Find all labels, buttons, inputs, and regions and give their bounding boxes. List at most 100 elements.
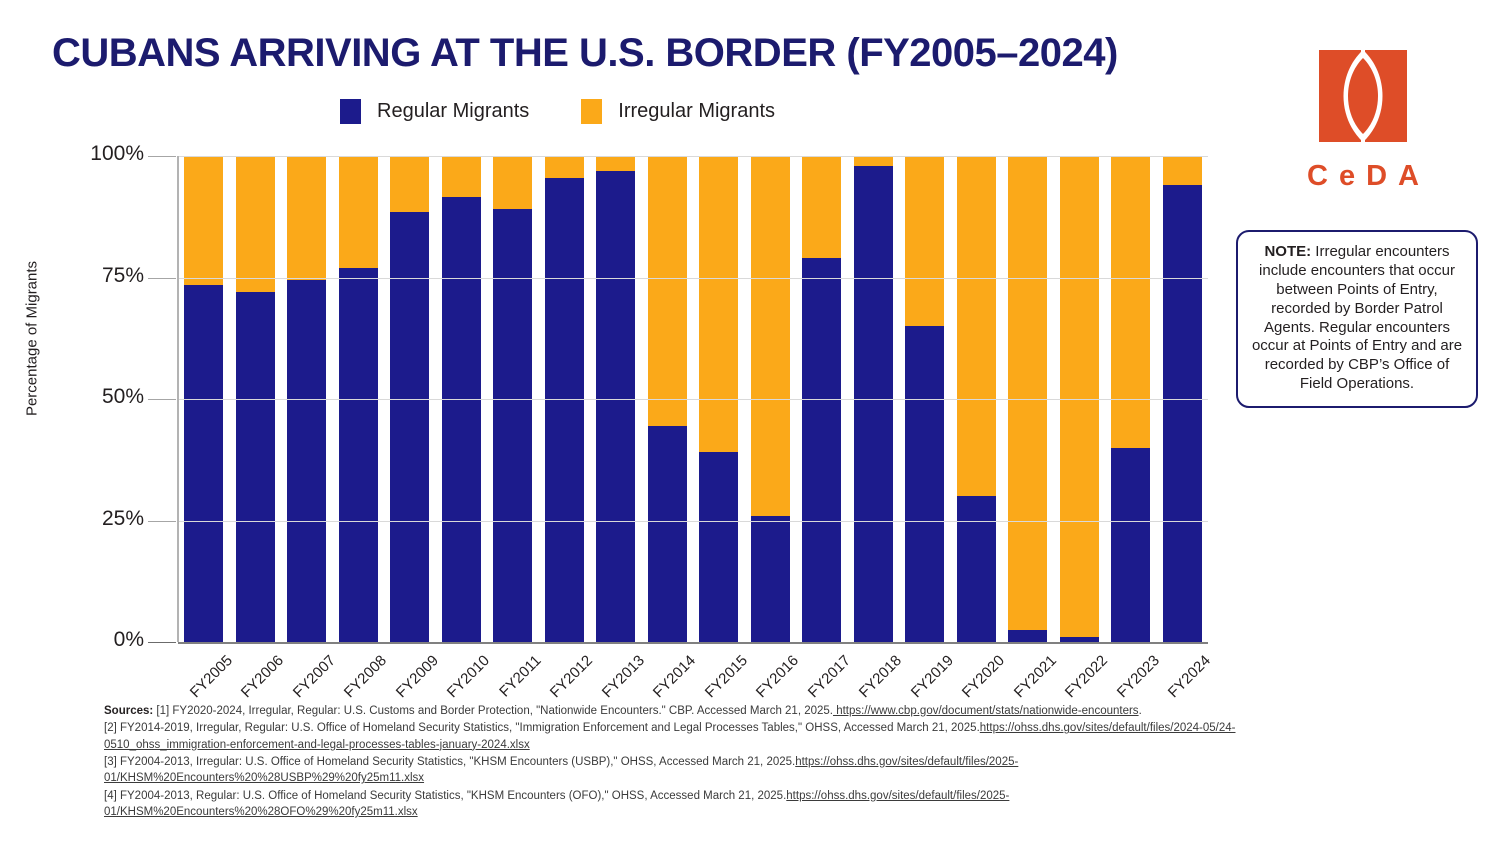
bar-segment-irregular[interactable] <box>544 156 584 178</box>
bar-stack[interactable] <box>647 156 687 642</box>
bar-segment-regular[interactable] <box>802 258 842 642</box>
bar-column[interactable]: FY2015 <box>693 156 751 701</box>
bar-segment-irregular[interactable] <box>441 156 481 198</box>
bar-column[interactable]: FY2017 <box>796 156 854 701</box>
bar-segment-irregular[interactable] <box>235 156 275 293</box>
source-entry: Sources: [1] FY2020-2024, Irregular, Reg… <box>104 703 1284 719</box>
bar-segment-irregular[interactable] <box>699 156 739 453</box>
bar-segment-regular[interactable] <box>1162 185 1202 642</box>
x-axis-tick-label: FY2011 <box>495 652 545 701</box>
bar-stack[interactable] <box>287 156 327 642</box>
bar-stack[interactable] <box>853 156 893 642</box>
bar-stack[interactable] <box>544 156 584 642</box>
bar-segment-regular[interactable] <box>853 165 893 642</box>
bar-segment-regular[interactable] <box>493 209 533 642</box>
bar-segment-irregular[interactable] <box>647 156 687 426</box>
bar-segment-irregular[interactable] <box>750 156 790 516</box>
bar-segment-irregular[interactable] <box>338 156 378 268</box>
bar-column[interactable]: FY2018 <box>848 156 905 701</box>
bar-segment-regular[interactable] <box>1111 447 1151 642</box>
x-axis-tick-label: FY2008 <box>341 652 391 702</box>
bar-segment-regular[interactable] <box>441 197 481 642</box>
x-axis-tick-label: FY2024 <box>1165 652 1215 702</box>
source-link[interactable]: https://ohss.dhs.gov/sites/default/files… <box>104 789 1010 818</box>
bar-segment-regular[interactable] <box>235 292 275 642</box>
bar-column[interactable]: FY2022 <box>1054 156 1111 701</box>
bar-stack[interactable] <box>1008 156 1048 642</box>
bar-segment-irregular[interactable] <box>853 156 893 166</box>
bar-column[interactable]: FY2013 <box>590 156 648 701</box>
x-axis-tick-label: FY2023 <box>1113 652 1163 702</box>
bar-column[interactable]: FY2005 <box>178 156 236 701</box>
bar-segment-irregular[interactable] <box>287 156 327 280</box>
bar-stack[interactable] <box>235 156 275 642</box>
bar-stack[interactable] <box>802 156 842 642</box>
x-axis-tick-label: FY2005 <box>186 652 236 702</box>
bar-segment-regular[interactable] <box>647 425 687 642</box>
ceda-logo: CeDA <box>1278 44 1448 193</box>
bar-column[interactable]: FY2007 <box>281 156 339 701</box>
bar-column[interactable]: FY2006 <box>230 156 287 701</box>
bar-stack[interactable] <box>699 156 739 642</box>
legend-swatch-regular <box>340 99 361 124</box>
bar-segment-regular[interactable] <box>905 326 945 642</box>
bar-stack[interactable] <box>493 156 533 642</box>
bar-column[interactable]: FY2011 <box>487 156 544 700</box>
bar-stack[interactable] <box>956 156 996 642</box>
bar-column[interactable]: FY2010 <box>436 156 493 701</box>
bar-column[interactable]: FY2020 <box>951 156 1008 701</box>
source-link[interactable]: https://ohss.dhs.gov/sites/default/files… <box>104 755 1019 785</box>
bar-stack[interactable] <box>596 156 636 642</box>
bar-segment-regular[interactable] <box>750 515 790 642</box>
bar-column[interactable]: FY2021 <box>1002 156 1060 701</box>
ceda-mark-icon <box>1319 50 1407 142</box>
bar-stack[interactable] <box>1162 156 1202 642</box>
bar-segment-irregular[interactable] <box>493 156 533 210</box>
x-axis-tick-label: FY2020 <box>959 652 1009 702</box>
bar-segment-irregular[interactable] <box>802 156 842 259</box>
bar-segment-irregular[interactable] <box>596 156 636 171</box>
source-link[interactable]: https://ohss.dhs.gov/sites/default/files… <box>104 722 1236 751</box>
bar-segment-regular[interactable] <box>184 284 224 642</box>
bar-segment-regular[interactable] <box>596 170 636 642</box>
bar-stack[interactable] <box>338 156 378 642</box>
legend-item-irregular[interactable]: Irregular Migrants <box>581 99 775 124</box>
bar-segment-irregular[interactable] <box>1008 156 1048 630</box>
bar-stack[interactable] <box>441 156 481 642</box>
bar-segment-regular[interactable] <box>956 496 996 642</box>
bar-segment-regular[interactable] <box>1008 629 1048 642</box>
x-axis-tick-label: FY2013 <box>598 652 648 702</box>
source-link[interactable]: https://www.cbp.gov/document/stats/natio… <box>833 705 1139 717</box>
bar-segment-regular[interactable] <box>287 279 327 642</box>
bar-stack[interactable] <box>750 156 790 642</box>
bar-segment-irregular[interactable] <box>905 156 945 327</box>
bar-segment-regular[interactable] <box>544 177 584 642</box>
bar-stack[interactable] <box>1111 156 1151 642</box>
bar-column[interactable]: FY2023 <box>1105 156 1163 701</box>
bar-segment-irregular[interactable] <box>1162 156 1202 186</box>
x-axis-tick-label: FY2019 <box>907 652 957 702</box>
bar-stack[interactable] <box>905 156 945 642</box>
bar-column[interactable]: FY2014 <box>642 156 699 701</box>
bar-column[interactable]: FY2012 <box>539 156 596 701</box>
bar-column[interactable]: FY2024 <box>1157 156 1214 701</box>
bar-segment-regular[interactable] <box>390 211 430 642</box>
bar-column[interactable]: FY2016 <box>745 156 802 701</box>
bar-stack[interactable] <box>1059 156 1099 642</box>
bar-segment-regular[interactable] <box>699 452 739 642</box>
bar-segment-irregular[interactable] <box>956 156 996 497</box>
bar-stack[interactable] <box>390 156 430 642</box>
legend-item-regular[interactable]: Regular Migrants <box>340 99 529 124</box>
bar-column[interactable]: FY2019 <box>899 156 957 701</box>
bar-stack[interactable] <box>184 156 224 642</box>
bar-segment-regular[interactable] <box>1059 637 1099 642</box>
bar-segment-irregular[interactable] <box>390 156 430 212</box>
bar-segment-irregular[interactable] <box>184 156 224 285</box>
bar-column[interactable]: FY2009 <box>384 156 442 701</box>
bar-segment-irregular[interactable] <box>1059 156 1099 638</box>
y-axis-tick <box>148 277 176 279</box>
bar-segment-regular[interactable] <box>338 267 378 642</box>
bar-segment-irregular[interactable] <box>1111 156 1151 448</box>
bar-column[interactable]: FY2008 <box>333 156 390 701</box>
x-axis-tick-label: FY2007 <box>289 652 339 702</box>
